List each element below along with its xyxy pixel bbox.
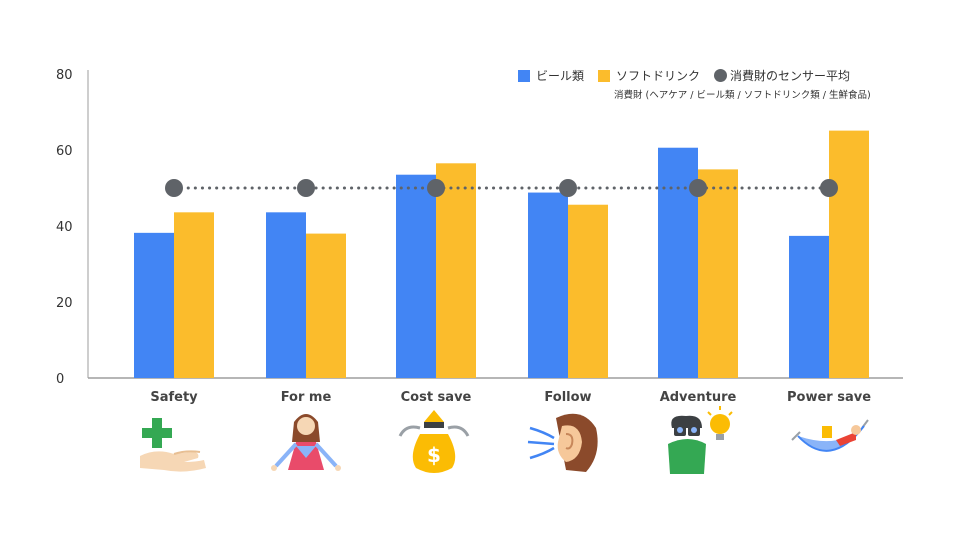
legend-label-soft-drink: ソフトドリンク	[616, 69, 701, 83]
x-tick-label: For me	[281, 390, 332, 405]
legend-swatch-beer	[518, 69, 530, 82]
legend: ビール類 ソフトドリンク 消費財のセンサー平均	[518, 67, 864, 84]
y-tick-label: 20	[56, 296, 73, 311]
legend-item-beer: ビール類	[518, 67, 584, 84]
bar-beer-1	[266, 212, 306, 378]
bar-beer-0	[134, 232, 174, 378]
y-tick-label: 40	[56, 220, 73, 235]
bar-beer-2	[396, 174, 436, 378]
y-tick-label: 60	[56, 144, 73, 159]
legend-swatch-soft-drink	[598, 69, 611, 82]
bar-soft-drink-4	[698, 169, 738, 378]
x-tick-label: Follow	[544, 390, 591, 405]
bar-beer-5	[789, 235, 829, 378]
average-point-4	[689, 179, 707, 197]
legend-item-average: 消費財のセンサー平均	[714, 67, 850, 84]
bar-soft-drink-2	[436, 163, 476, 378]
x-tick-label: Adventure	[660, 390, 737, 405]
person-hammock-icon	[790, 410, 870, 480]
bar-soft-drink-1	[306, 233, 346, 378]
x-tick-label: Power save	[787, 390, 871, 405]
woman-self-icon	[266, 408, 346, 478]
average-point-3	[559, 179, 577, 197]
average-point-1	[297, 179, 315, 197]
legend-label-average: 消費財のセンサー平均	[730, 69, 851, 83]
legend-dot-average	[714, 69, 728, 82]
listening-ear-icon	[526, 408, 606, 478]
legend-label-beer: ビール類	[536, 69, 585, 83]
money-bag-icon: $	[394, 406, 474, 476]
first-aid-hand-icon	[134, 408, 214, 478]
bar-beer-3	[528, 192, 568, 378]
average-point-0	[165, 179, 183, 197]
legend-item-soft-drink: ソフトドリンク	[598, 67, 700, 84]
y-tick-label: 0	[56, 372, 64, 387]
average-point-2	[427, 179, 445, 197]
x-tick-label: Safety	[150, 390, 198, 405]
average-point-5	[820, 179, 838, 197]
svg-text:$: $	[427, 443, 441, 467]
binoculars-lightbulb-icon	[658, 404, 738, 474]
x-tick-label: Cost save	[401, 390, 472, 405]
legend-note: 消費財 (ヘアケア / ビール類 / ソフトドリンク類 / 生鮮食品)	[614, 90, 871, 101]
bar-soft-drink-3	[568, 204, 608, 378]
y-tick-label: 80	[56, 68, 73, 83]
bar-soft-drink-0	[174, 212, 214, 378]
bar-soft-drink-5	[829, 130, 869, 378]
